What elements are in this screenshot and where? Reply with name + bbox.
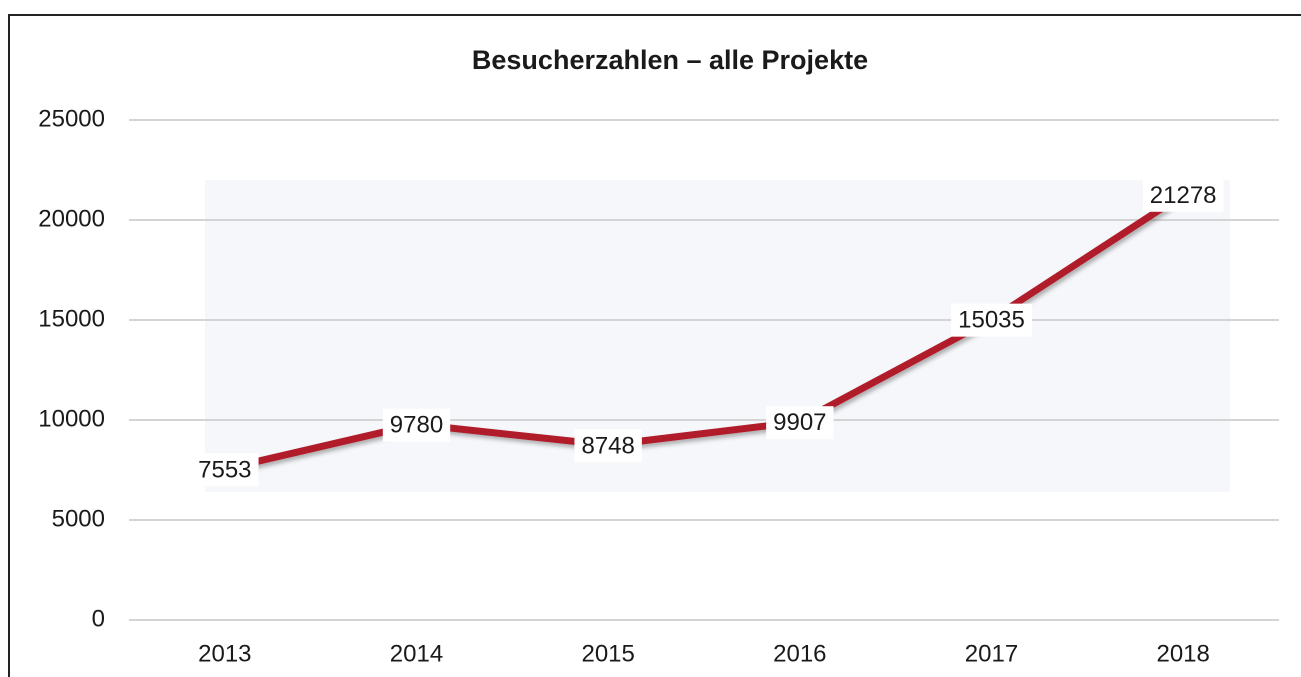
data-label-box [1142, 178, 1224, 212]
x-tick-label: 2018 [1156, 640, 1209, 667]
frame [8, 14, 1301, 677]
chart-title: Besucherzahlen – alle Projekte [472, 45, 868, 75]
x-tick-label: 2017 [965, 640, 1018, 667]
plot-backdrop [205, 180, 1230, 492]
data-label: 7553 [191, 453, 259, 487]
y-tick-label: 25000 [38, 105, 105, 132]
data-label: 8748 [574, 429, 642, 463]
data-label-box [382, 408, 451, 442]
y-tick-label: 15000 [38, 305, 105, 332]
data-label-text: 15035 [958, 307, 1025, 334]
data-label-box [951, 303, 1032, 337]
data-label: 15035 [951, 303, 1032, 337]
y-tick-label: 20000 [38, 205, 105, 232]
data-label-box [574, 429, 642, 463]
y-tick-label: 0 [92, 605, 105, 632]
data-label-text: 21278 [1150, 182, 1217, 209]
data-label-text: 9907 [773, 409, 826, 436]
data-label: 9780 [382, 408, 451, 442]
data-label-box [191, 453, 259, 487]
y-tick-label: 10000 [38, 405, 105, 432]
data-label: 9907 [766, 406, 834, 440]
x-tick-label: 2016 [773, 640, 826, 667]
x-tick-label: 2015 [581, 640, 634, 667]
x-tick-label: 2014 [390, 640, 443, 667]
data-label-text: 8748 [581, 432, 634, 459]
data-label: 21278 [1142, 178, 1224, 212]
data-label-box [766, 406, 834, 440]
data-label-text: 9780 [390, 412, 443, 439]
y-tick-label: 5000 [52, 505, 105, 532]
x-tick-label: 2013 [198, 640, 251, 667]
data-label-text: 7553 [198, 456, 251, 483]
